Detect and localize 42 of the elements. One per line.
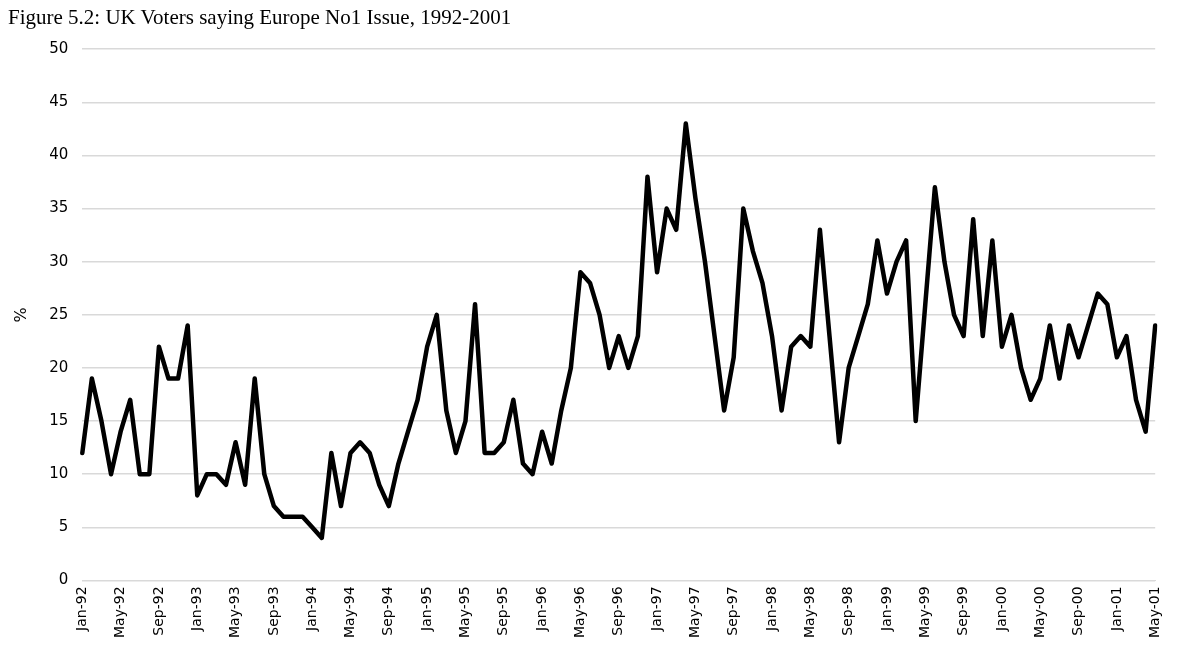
x-tick-label: Jan-99	[877, 586, 894, 632]
x-tick-label: Jan-93	[187, 586, 204, 632]
y-tick-label: 10	[49, 464, 69, 483]
x-tick-label: Sep-97	[724, 586, 741, 636]
x-tick-label: Sep-93	[264, 586, 281, 636]
x-tick-label: Jan-01	[1107, 586, 1124, 632]
x-tick-label: Sep-95	[494, 586, 511, 636]
y-tick-label: 45	[49, 92, 69, 111]
x-tick-label: May-95	[456, 586, 473, 639]
x-tick-label: Jan-96	[532, 586, 549, 632]
y-tick-label: 50	[49, 39, 69, 58]
x-tick-label: Sep-99	[954, 586, 971, 636]
x-tick-label: May-97	[686, 586, 703, 639]
x-tick-label: May-98	[800, 586, 817, 639]
x-tick-label: Sep-00	[1069, 586, 1086, 636]
x-tick-label: Jan-94	[302, 586, 319, 632]
y-tick-label: 15	[49, 410, 69, 429]
x-tick-label: May-99	[915, 586, 932, 639]
y-tick-label: 25	[49, 304, 69, 323]
x-tick-label: Sep-92	[149, 586, 166, 636]
y-tick-label: 5	[58, 517, 69, 536]
y-tick-label: 30	[49, 251, 69, 270]
x-tick-label: May-93	[226, 586, 243, 639]
x-tick-label: May-94	[341, 586, 358, 639]
y-tick-label: 0	[58, 570, 69, 589]
x-tick-label: Sep-96	[609, 586, 626, 636]
y-tick-label: 35	[49, 198, 69, 217]
x-tick-label: Jan-95	[417, 586, 434, 632]
y-tick-label: 20	[49, 357, 69, 376]
x-tick-label: May-00	[1030, 586, 1047, 639]
x-tick-label: Jan-97	[647, 586, 664, 632]
x-tick-label: May-92	[111, 586, 128, 639]
x-tick-label: Jan-98	[762, 586, 779, 632]
y-axis-title: %	[10, 307, 30, 323]
chart-title: Figure 5.2: UK Voters saying Europe No1 Issue, 1992-2001	[8, 5, 512, 30]
x-tick-label: Jan-00	[992, 586, 1009, 632]
x-tick-label: Jan-92	[72, 586, 89, 632]
x-tick-label: Sep-98	[839, 586, 856, 636]
x-tick-label: Sep-94	[379, 586, 396, 636]
x-tick-label: May-96	[571, 586, 588, 639]
y-tick-label: 40	[49, 145, 69, 164]
x-tick-label: May-01	[1145, 586, 1162, 639]
